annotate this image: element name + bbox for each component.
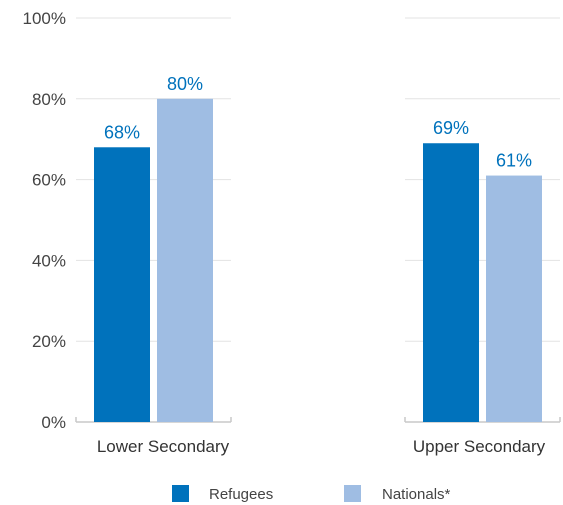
data-label: 69% <box>433 118 469 138</box>
y-tick-label: 100% <box>23 9 66 28</box>
data-labels: 68% 69% 80% 61% <box>104 74 532 171</box>
data-label: 68% <box>104 122 140 142</box>
bar <box>94 147 150 422</box>
x-axis: Lower Secondary Upper Secondary <box>97 437 546 456</box>
y-tick-label: 0% <box>41 413 66 432</box>
bar <box>423 143 479 423</box>
x-category-label: Upper Secondary <box>413 437 546 456</box>
bar <box>157 98 213 423</box>
y-tick-label: 60% <box>32 171 66 190</box>
legend: Refugees Nationals* <box>172 485 451 503</box>
legend-swatch <box>172 485 189 502</box>
y-tick-label: 80% <box>32 90 66 109</box>
legend-swatch <box>344 485 361 502</box>
legend-label: Refugees <box>209 486 273 503</box>
legend-label: Nationals* <box>382 486 451 503</box>
x-category-label: Lower Secondary <box>97 437 230 456</box>
y-tick-label: 20% <box>32 332 66 351</box>
data-label: 61% <box>496 151 532 171</box>
data-label: 80% <box>167 74 203 94</box>
y-axis: 0% 20% 40% 60% 80% 100% <box>23 9 66 432</box>
bar <box>486 175 542 422</box>
y-tick-label: 40% <box>32 251 66 270</box>
bars <box>94 98 542 423</box>
